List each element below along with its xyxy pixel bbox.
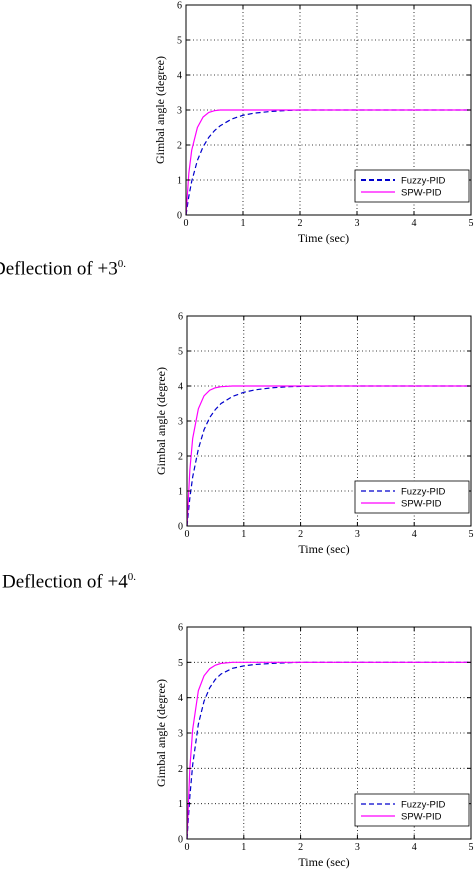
y-tick-label: 5 <box>178 658 183 669</box>
x-tick-label: 3 <box>355 218 360 229</box>
legend-label: SPW-PID <box>401 188 442 199</box>
y-tick-label: 6 <box>178 312 183 323</box>
y-axis-label: Gimbal angle (degree) <box>154 679 168 787</box>
y-tick-label: 0 <box>178 835 183 846</box>
x-axis-label: Time (sec) <box>298 855 349 869</box>
chart-1: 0 1 2 3 4 5 0 1 2 3 4 5 6 Time (sec) Gimbal angle (deg… <box>153 1 474 246</box>
x-tick-label: 1 <box>241 218 246 229</box>
caption-superscript: 0. <box>127 571 136 583</box>
x-tick-label: 1 <box>241 842 246 853</box>
x-tick-label: 0 <box>185 529 190 540</box>
caption-deflection-3: Deflection of +30. <box>0 258 126 280</box>
x-tick-label: 2 <box>298 842 303 853</box>
x-tick-label: 1 <box>241 529 246 540</box>
y-tick-label: 2 <box>178 452 183 463</box>
y-tick-label: 2 <box>177 141 182 152</box>
chart-3: 0 1 2 3 4 5 0 1 2 3 4 5 6 Time (sec) Gimbal angle (deg… <box>154 623 474 870</box>
caption-text: Deflection of +3 <box>0 258 118 280</box>
y-tick-label: 3 <box>177 106 182 117</box>
y-tick-label: 1 <box>178 799 183 810</box>
legend-label: Fuzzy-PID <box>401 176 445 187</box>
y-tick-label: 1 <box>178 487 183 498</box>
y-tick-label: 0 <box>178 522 183 533</box>
x-tick-label: 4 <box>412 529 417 540</box>
y-tick-label: 0 <box>177 211 182 222</box>
caption-deflection-4: Deflection of +40. <box>2 571 136 593</box>
y-axis-label: Gimbal angle (degree) <box>153 56 167 164</box>
y-tick-label: 4 <box>178 382 183 393</box>
x-tick-label: 2 <box>298 529 303 540</box>
x-axis-label: Time (sec) <box>298 542 349 556</box>
caption-superscript: 0. <box>117 258 126 270</box>
y-tick-label: 4 <box>178 693 183 704</box>
y-tick-label: 5 <box>177 36 182 47</box>
y-tick-label: 1 <box>177 176 182 187</box>
x-tick-label: 4 <box>412 218 417 229</box>
x-tick-label: 3 <box>355 842 360 853</box>
series-line-spw-pid <box>186 385 471 527</box>
x-axis-label: Time (sec) <box>298 231 349 245</box>
x-tick-label: 2 <box>298 218 303 229</box>
chart-2: 0 1 2 3 4 5 0 1 2 3 4 5 6 Time (sec) Gimbal angle (deg… <box>154 312 474 557</box>
series-line-spw-pid <box>186 661 471 840</box>
y-tick-label: 5 <box>178 347 183 358</box>
series-line-spw-pid <box>185 109 471 216</box>
x-tick-label: 0 <box>184 218 189 229</box>
y-tick-label: 3 <box>178 729 183 740</box>
series-line-fuzzy-pid <box>186 661 471 840</box>
legend-label: Fuzzy-PID <box>401 487 445 498</box>
y-axis-label: Gimbal angle (degree) <box>154 367 168 475</box>
x-tick-label: 4 <box>412 842 417 853</box>
legend-label: SPW-PID <box>401 499 442 510</box>
x-tick-label: 0 <box>185 842 190 853</box>
x-tick-label: 5 <box>469 842 474 853</box>
y-tick-label: 4 <box>177 71 182 82</box>
x-tick-label: 3 <box>355 529 360 540</box>
legend-box <box>354 480 470 514</box>
legend-label: Fuzzy-PID <box>401 800 445 811</box>
legend-label: SPW-PID <box>401 812 442 823</box>
y-tick-label: 3 <box>178 417 183 428</box>
y-tick-label: 2 <box>178 764 183 775</box>
legend-box <box>354 169 470 203</box>
y-tick-label: 6 <box>177 1 182 12</box>
series-line-fuzzy-pid <box>186 385 471 527</box>
y-tick-label: 6 <box>178 623 183 634</box>
caption-text: Deflection of +4 <box>2 571 128 593</box>
x-tick-label: 5 <box>469 529 474 540</box>
legend-box <box>354 793 470 827</box>
series-line-fuzzy-pid <box>185 109 471 216</box>
x-tick-label: 5 <box>469 218 474 229</box>
